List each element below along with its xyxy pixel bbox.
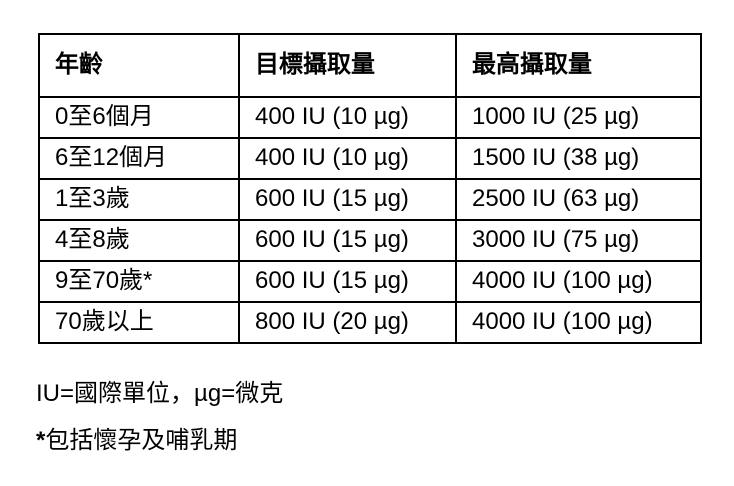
cell-age: 6至12個月 [38, 137, 240, 180]
table-row: 6至12個月 400 IU (10 µg) 1500 IU (38 µg) [38, 137, 702, 180]
footnote-asterisk-marker: * [36, 427, 46, 454]
footnote-asterisk: *包括懷孕及哺乳期 [36, 427, 237, 456]
table-row: 0至6個月 400 IU (10 µg) 1000 IU (25 µg) [38, 96, 702, 139]
table-header-row: 年齡 目標攝取量 最高攝取量 [38, 33, 702, 98]
cell-age: 4至8歲 [38, 219, 240, 262]
cell-max: 4000 IU (100 µg) [455, 301, 702, 344]
cell-age: 1至3歲 [38, 178, 240, 221]
cell-max: 1500 IU (38 µg) [455, 137, 702, 180]
table-row: 9至70歲* 600 IU (15 µg) 4000 IU (100 µg) [38, 260, 702, 303]
column-header-target: 目標攝取量 [238, 33, 457, 98]
cell-age: 70歲以上 [38, 301, 240, 344]
cell-target: 600 IU (15 µg) [238, 178, 457, 221]
column-header-max: 最高攝取量 [455, 33, 702, 98]
table-row: 70歲以上 800 IU (20 µg) 4000 IU (100 µg) [38, 301, 702, 344]
table-row: 4至8歲 600 IU (15 µg) 3000 IU (75 µg) [38, 219, 702, 262]
cell-max: 1000 IU (25 µg) [455, 96, 702, 139]
cell-target: 600 IU (15 µg) [238, 219, 457, 262]
cell-max: 2500 IU (63 µg) [455, 178, 702, 221]
table-row: 1至3歲 600 IU (15 µg) 2500 IU (63 µg) [38, 178, 702, 221]
cell-age: 9至70歲* [38, 260, 240, 303]
cell-target: 400 IU (10 µg) [238, 96, 457, 139]
cell-max: 4000 IU (100 µg) [455, 260, 702, 303]
vitamin-d-intake-table: 年齡 目標攝取量 最高攝取量 0至6個月 400 IU (10 µg) 1000… [38, 33, 702, 344]
footnote-units: IU=國際單位，µg=微克 [36, 380, 284, 407]
cell-target: 400 IU (10 µg) [238, 137, 457, 180]
cell-max: 3000 IU (75 µg) [455, 219, 702, 262]
cell-target: 800 IU (20 µg) [238, 301, 457, 344]
footnote-asterisk-text: 包括懷孕及哺乳期 [45, 427, 238, 454]
cell-age: 0至6個月 [38, 96, 240, 139]
cell-target: 600 IU (15 µg) [238, 260, 457, 303]
column-header-age: 年齡 [38, 33, 240, 98]
